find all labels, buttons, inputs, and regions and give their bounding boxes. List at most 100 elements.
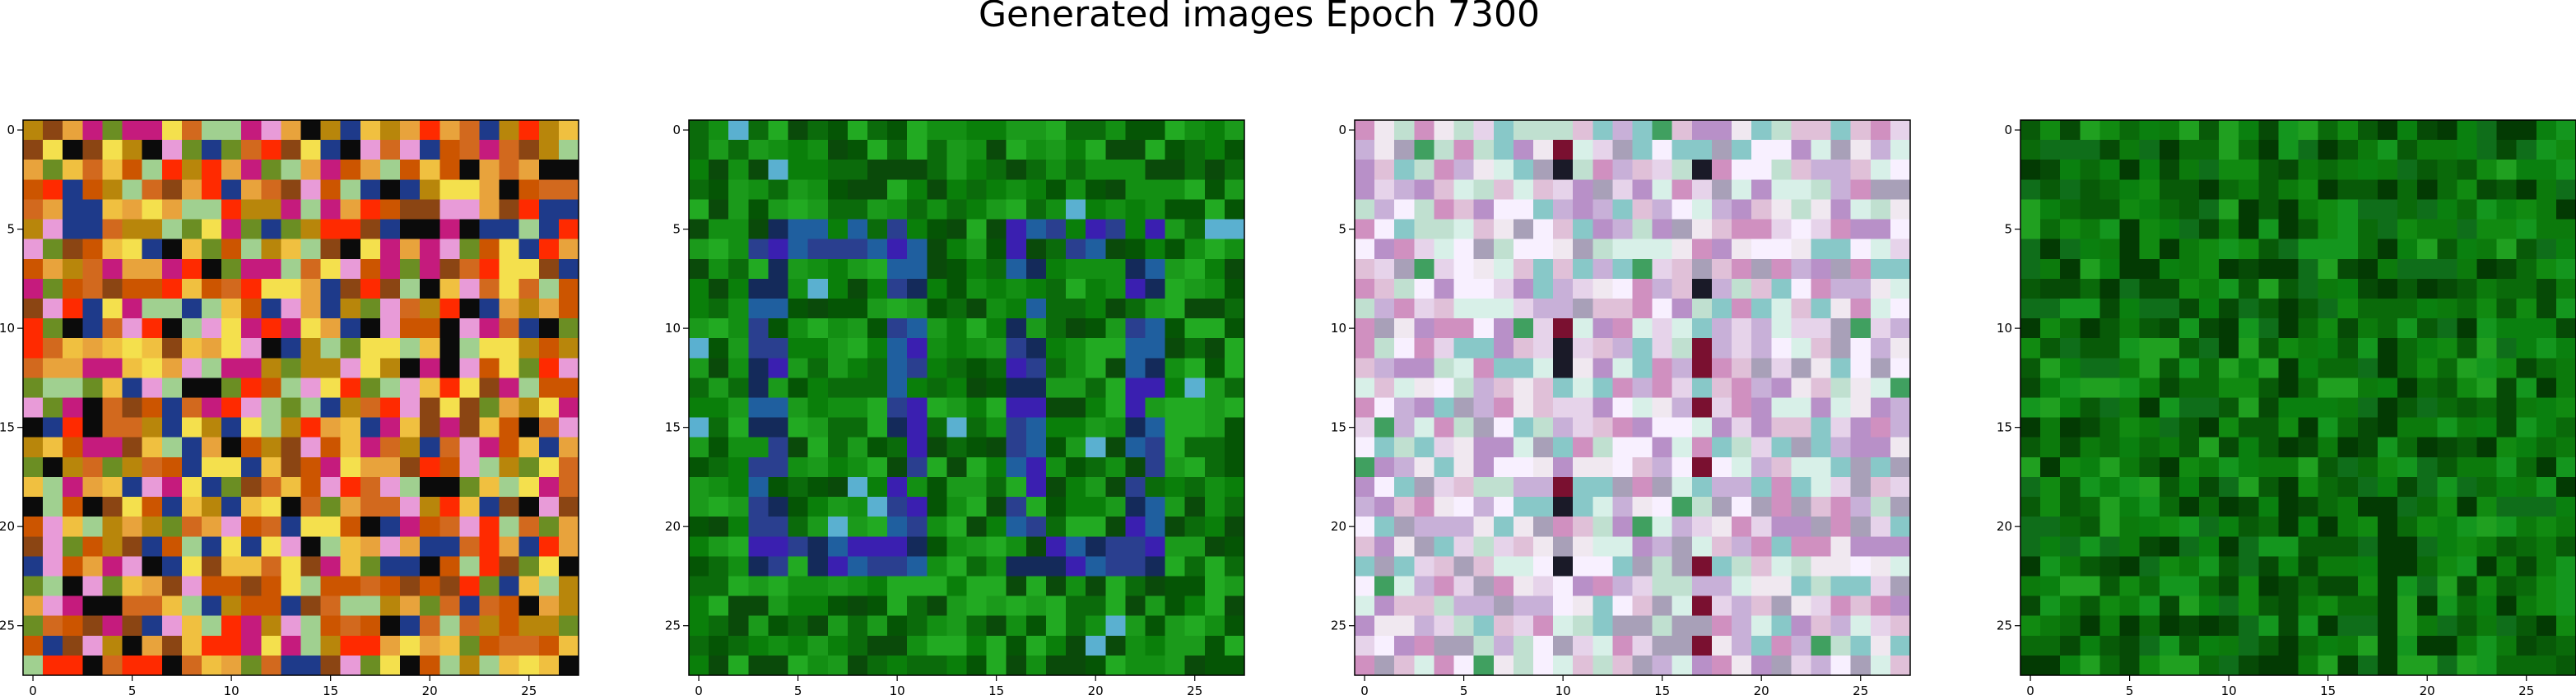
pixel: [201, 536, 222, 557]
pixel: [360, 437, 381, 458]
y-tick-label: 20: [665, 519, 681, 534]
pixel: [1394, 556, 1415, 577]
pixel: [2139, 497, 2160, 517]
pixel: [1086, 199, 1106, 220]
pixel: [161, 318, 183, 339]
pixel: [2337, 358, 2359, 378]
pixel: [2178, 497, 2200, 517]
pixel: [827, 397, 849, 419]
pixel: [709, 655, 729, 676]
pixel: [986, 437, 1007, 458]
axes-frame: [688, 119, 1245, 676]
pixel: [201, 278, 222, 299]
pixel: [2298, 239, 2319, 260]
pixel: [142, 199, 163, 220]
pixel: [181, 497, 202, 517]
pixel: [1890, 258, 1911, 280]
pixel: [281, 476, 302, 498]
pixel: [986, 417, 1007, 438]
pixel: [1652, 239, 1673, 260]
pixel: [499, 536, 520, 557]
pixel: [1145, 615, 1166, 637]
pixel: [2476, 635, 2498, 656]
pixel: [807, 595, 829, 617]
pixel: [2337, 615, 2359, 637]
pixel: [420, 199, 440, 220]
pixel: [122, 556, 143, 577]
pixel: [1105, 437, 1126, 458]
pixel: [1394, 635, 1415, 656]
pixel: [518, 219, 540, 240]
pixel: [907, 655, 928, 676]
pixel: [847, 497, 868, 517]
pixel: [966, 140, 988, 160]
pixel: [2198, 378, 2220, 399]
pixel: [43, 576, 63, 597]
pixel: [1493, 378, 1514, 399]
pixel: [360, 635, 381, 656]
pixel: [1830, 517, 1852, 537]
pixel: [1850, 358, 1872, 378]
pixel: [2516, 199, 2537, 220]
pixel: [1513, 556, 1534, 577]
pixel: [23, 595, 44, 617]
pixel: [63, 615, 83, 637]
pixel: [1870, 179, 1891, 201]
pixel: [102, 278, 123, 299]
pixel: [1532, 536, 1554, 557]
pixel: [261, 179, 281, 201]
pixel: [142, 140, 163, 160]
pixel: [966, 120, 988, 141]
pixel: [1355, 437, 1375, 458]
pixel: [768, 358, 789, 378]
pixel: [1066, 576, 1086, 597]
pixel: [1791, 318, 1812, 339]
pixel: [499, 298, 520, 319]
pixel: [1434, 160, 1455, 180]
pixel: [2357, 397, 2378, 419]
pixel: [82, 199, 104, 220]
pixel: [689, 556, 709, 577]
pixel: [807, 476, 829, 498]
pixel: [2239, 219, 2259, 240]
pixel: [360, 497, 381, 517]
pixel: [946, 258, 968, 280]
pixel: [1453, 239, 1475, 260]
pixel: [1045, 595, 1067, 617]
pixel: [2298, 140, 2319, 160]
pixel: [1532, 179, 1554, 201]
pixel: [2318, 437, 2339, 458]
pixel: [1751, 595, 1772, 617]
pixel: [459, 517, 481, 537]
pixel: [2219, 318, 2239, 339]
pixel: [927, 358, 947, 378]
pixel: [1374, 576, 1395, 597]
pixel: [2178, 219, 2200, 240]
pixel: [420, 476, 440, 498]
pixel: [221, 635, 242, 656]
pixel: [2318, 556, 2339, 577]
pixel: [1224, 318, 1245, 339]
pixel: [320, 456, 342, 478]
pixel: [946, 635, 968, 656]
pixel: [558, 536, 579, 557]
pixel: [2476, 476, 2498, 498]
pixel: [1593, 476, 1613, 498]
pixel: [1532, 298, 1554, 319]
pixel: [538, 378, 560, 399]
pixel: [1006, 615, 1027, 637]
pixel: [689, 140, 709, 160]
pixel: [1493, 397, 1514, 419]
pixel: [102, 517, 123, 537]
pixel: [102, 239, 123, 260]
pixel: [1732, 635, 1752, 656]
pixel: [23, 219, 44, 240]
pixel: [2258, 476, 2279, 498]
pixel: [538, 120, 560, 141]
pixel: [122, 338, 143, 359]
pixel: [102, 615, 123, 637]
pixel: [1691, 120, 1713, 141]
pixel: [538, 655, 560, 676]
pixel: [1652, 476, 1673, 498]
